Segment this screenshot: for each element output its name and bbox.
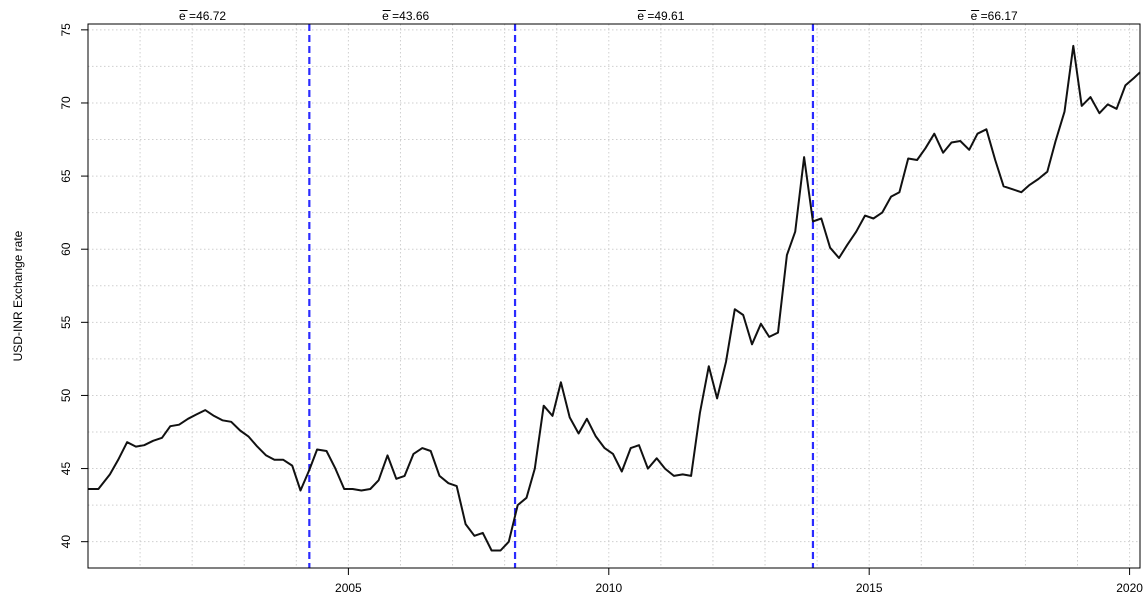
series-line	[88, 44, 1141, 552]
y-tick-label: 45	[59, 462, 73, 476]
y-axis: 40 45 50 55 60 65 70 75	[59, 23, 89, 549]
y-tick-label: 50	[59, 388, 73, 402]
y-tick-label: 40	[59, 535, 73, 549]
y-tick-label: 75	[59, 23, 73, 37]
regime-mean-label: e =46.72	[179, 9, 226, 23]
plot-frame	[87, 23, 1141, 569]
regime-mean-annotations: e =46.72 e =43.66 e =49.61 e =66.17	[179, 9, 1018, 23]
x-tick-label: 2010	[595, 581, 622, 595]
y-tick-label: 70	[59, 96, 73, 110]
y-axis-title: USD-INR Exchange rate	[11, 230, 25, 361]
x-tick-label: 2005	[335, 581, 362, 595]
x-tick-label: 2020	[1116, 581, 1143, 595]
regime-mean-label: e =43.66	[382, 9, 429, 23]
y-tick-label: 60	[59, 242, 73, 256]
y-tick-label: 55	[59, 315, 73, 329]
grid-lines	[87, 24, 1140, 568]
x-tick-label: 2015	[856, 581, 883, 595]
regime-break-lines	[308, 24, 815, 568]
regime-mean-label: e =49.61	[637, 9, 684, 23]
regime-mean-label: e =66.17	[971, 9, 1018, 23]
series-layer	[88, 44, 1141, 552]
x-axis: 2005 2010 2015 2020	[335, 568, 1143, 595]
y-tick-label: 65	[59, 169, 73, 183]
